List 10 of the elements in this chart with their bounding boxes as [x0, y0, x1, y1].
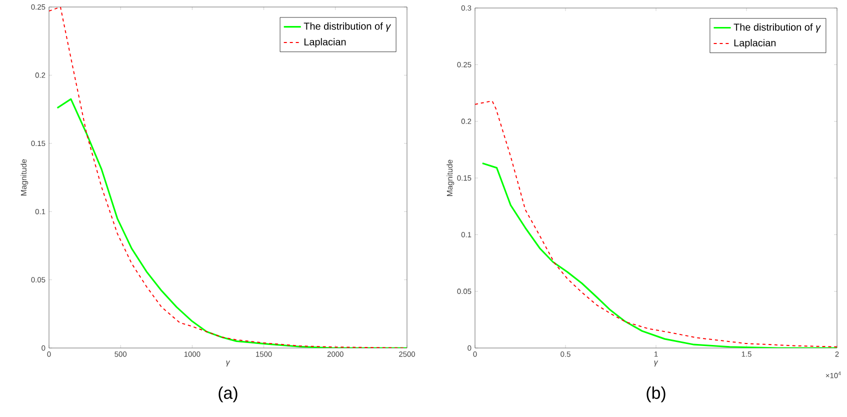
legend-label: The distribution of γ — [734, 23, 821, 33]
text: (a) — [218, 386, 238, 402]
text: (b) — [646, 386, 666, 402]
line-series — [475, 100, 838, 348]
legend-label: Laplacian — [304, 38, 346, 48]
line-series — [49, 6, 408, 348]
line-series — [482, 162, 838, 348]
legend-label: The distribution of γ — [304, 22, 392, 32]
legend-label: Laplacian — [734, 39, 776, 48]
line-series — [56, 98, 408, 348]
